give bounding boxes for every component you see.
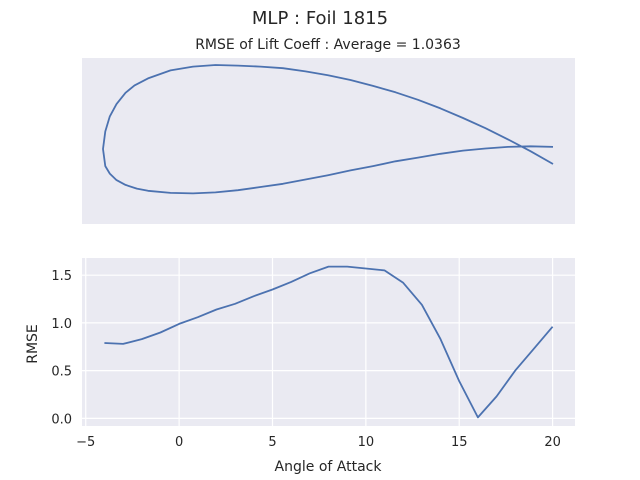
figure-title: MLP : Foil 1815 [252, 8, 388, 29]
airfoil-plot-area [82, 58, 575, 224]
y-axis-label: RMSE [25, 324, 41, 364]
airfoil-marks [102, 64, 554, 195]
y-tick-label: 0.5 [51, 365, 72, 380]
y-tick-label: 0.0 [51, 412, 72, 427]
rmse-tick-labels: −5 0 5 10 15 20 0.0 0.5 1.0 1.5 [51, 269, 561, 450]
chart-subtitle: RMSE of Lift Coeff : Average = 1.0363 [195, 37, 461, 53]
rmse-gridlines [82, 258, 575, 426]
airfoil-outline [102, 64, 554, 195]
y-tick-label: 1.5 [51, 269, 72, 284]
airfoil-panel [82, 58, 575, 224]
x-tick-label: 15 [451, 435, 468, 450]
x-tick-label: 0 [175, 435, 183, 450]
rmse-plot-area [82, 258, 575, 426]
x-tick-label: −5 [76, 435, 95, 450]
x-tick-label: 20 [544, 435, 561, 450]
x-tick-label: 5 [268, 435, 276, 450]
rmse-panel: −5 0 5 10 15 20 0.0 0.5 1.0 1.5 Angle of Attack R… [25, 258, 575, 475]
x-axis-label: Angle of Attack [275, 459, 383, 475]
x-tick-label: 10 [358, 435, 375, 450]
y-tick-label: 1.0 [51, 317, 72, 332]
rmse-series-line [104, 265, 554, 419]
rmse-marks [104, 265, 554, 419]
